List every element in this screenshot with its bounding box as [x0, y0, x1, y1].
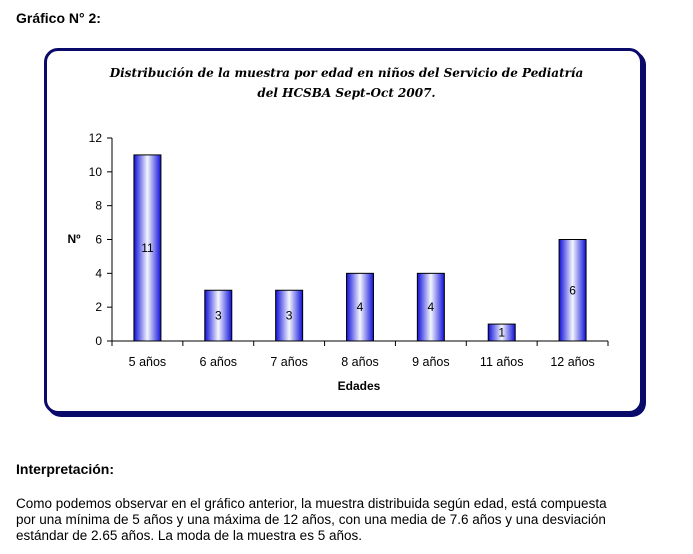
bar: [558, 239, 587, 342]
bar: [487, 323, 516, 342]
y-tick-label: 4: [95, 266, 102, 280]
bar-value-label: 3: [215, 309, 222, 323]
bar-value-label: 4: [428, 300, 435, 314]
x-tick-label: 6 años: [200, 355, 238, 369]
x-axis-label: Edades: [338, 379, 381, 393]
y-tick-label: 8: [95, 199, 102, 213]
y-tick-label: 2: [95, 300, 102, 314]
bar-value-label: 1: [498, 326, 505, 340]
y-tick-label: 12: [89, 131, 103, 145]
x-tick-label: 12 años: [550, 355, 594, 369]
paragraph-line-1: Como podemos observar en el gráfico ante…: [16, 496, 607, 511]
y-tick-label: 6: [95, 233, 102, 247]
bar: [346, 272, 374, 342]
bar: [275, 289, 304, 342]
x-tick-label: 7 años: [270, 355, 308, 369]
x-tick-label: 11 años: [480, 355, 524, 369]
bar-value-label: 4: [357, 300, 364, 314]
x-tick-label: 5 años: [129, 355, 167, 369]
paragraph-line-2: por una mínima de 5 años y una máxima de…: [16, 512, 606, 527]
x-tick-label: 8 años: [341, 355, 379, 369]
paragraph-line-3: estándar de 2.65 años. La moda de la mue…: [16, 528, 362, 543]
interpretation-heading: Interpretación:: [16, 461, 115, 477]
interpretation-paragraph: Como podemos observar en el gráfico ante…: [16, 496, 680, 544]
data-labels: 11 3 3 4 4 1 6: [141, 241, 576, 340]
bar-value-label: 6: [569, 283, 576, 297]
figure-heading: Gráfico N° 2:: [16, 10, 101, 26]
bar-value-label: 11: [141, 241, 154, 255]
y-axis-label: Nº: [67, 232, 81, 246]
bars: [133, 154, 587, 342]
bar: [133, 154, 162, 342]
chart-title-line-2: del HCSBA Sept-Oct 2007.: [257, 86, 436, 100]
bar-value-label: 3: [286, 309, 293, 323]
y-axis: 0 2 4 6 8 10 12: [89, 131, 113, 348]
y-tick-label: 10: [89, 165, 103, 179]
bar: [416, 272, 445, 342]
chart-title: Distribución de la muestra por edad en n…: [0, 63, 693, 103]
x-axis: 5 años 6 años 7 años 8 años 9 años 11 años 12 …: [111, 340, 609, 369]
y-tick-label: 0: [95, 334, 102, 348]
chart-title-line-1: Distribución de la muestra por edad en n…: [109, 66, 584, 80]
bar: [204, 289, 233, 342]
x-tick-label: 9 años: [412, 355, 450, 369]
